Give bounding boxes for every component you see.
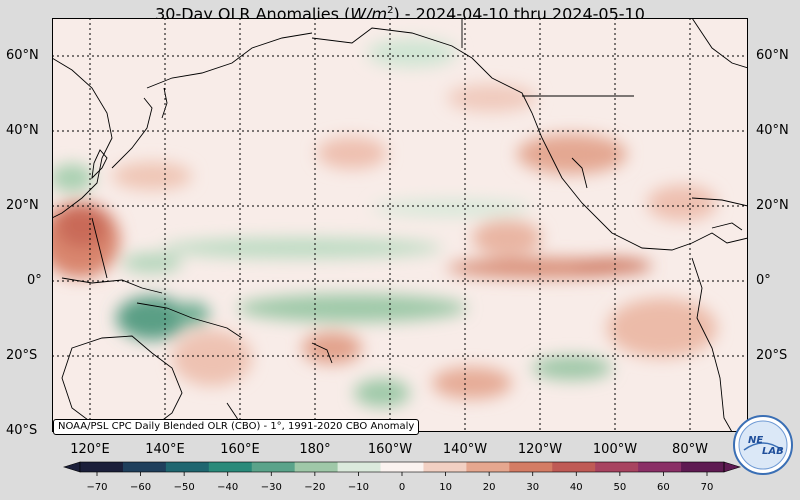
nelab-logo: NE LAB — [733, 415, 793, 475]
logo-text: NE — [748, 435, 763, 446]
colorbar-bin — [294, 462, 339, 472]
colorbar-tick-label: 30 — [526, 482, 539, 493]
lat-label-right: 0° — [756, 273, 771, 288]
colorbar-tick-label: 10 — [439, 482, 452, 493]
colorbar-bin — [423, 462, 467, 472]
lat-label-left: 60°N — [6, 48, 39, 63]
colorbar-tick-label: −50 — [174, 482, 195, 493]
lat-label-right: 20°S — [756, 348, 788, 363]
colorbar-tick-label: 70 — [701, 482, 714, 493]
colorbar-bin — [595, 462, 639, 472]
colorbar-bin — [208, 462, 253, 472]
colorbar-bin — [466, 462, 510, 472]
lon-label: 160°E — [220, 442, 260, 457]
colorbar-tick-label: −60 — [130, 482, 151, 493]
lon-label: 100°W — [592, 442, 638, 457]
colorbar-bin — [681, 462, 725, 472]
colorbar-tick-label: −70 — [86, 482, 107, 493]
colorbar-tick-label: −40 — [217, 482, 238, 493]
colorbar-tick-label: 0 — [399, 482, 405, 493]
colorbar-tick-label: 60 — [657, 482, 670, 493]
colorbar-tick-label: −10 — [348, 482, 369, 493]
colorbar-tick-label: −20 — [304, 482, 325, 493]
olr-anomaly-map — [52, 18, 748, 432]
lat-label-left: 20°N — [6, 198, 39, 213]
lon-label: 180° — [299, 442, 331, 457]
lon-label: 160°W — [367, 442, 413, 457]
lon-label: 120°E — [70, 442, 110, 457]
colorbar-bin — [251, 462, 296, 472]
logo-text: LAB — [762, 446, 784, 457]
colorbar-arrow-low — [62, 461, 81, 473]
colorbar-bin — [552, 462, 596, 472]
lat-label-right: 40°N — [756, 123, 789, 138]
colorbar-bin — [80, 462, 124, 472]
lon-label: 120°W — [517, 442, 563, 457]
colorbar-tick-label: 40 — [570, 482, 583, 493]
colorbar-bin — [337, 462, 382, 472]
colorbar-bin — [638, 462, 682, 472]
data-source-note: NOAA/PSL CPC Daily Blended OLR (CBO) - 1… — [53, 419, 420, 435]
lat-label-right: 60°N — [756, 48, 789, 63]
colorbar-bin — [509, 462, 553, 472]
coastlines — [52, 18, 748, 432]
colorbar-tick-label: 20 — [483, 482, 496, 493]
map-background — [52, 18, 748, 432]
lon-label: 80°W — [672, 442, 708, 457]
lon-label: 140°E — [145, 442, 185, 457]
lat-label-right: 20°N — [756, 198, 789, 213]
lat-label-left: 20°S — [6, 348, 38, 363]
graticule — [52, 18, 748, 432]
lat-label-left: 40°N — [6, 123, 39, 138]
colorbar-tick-label: 50 — [613, 482, 626, 493]
lat-label-left: 0° — [27, 273, 42, 288]
colorbar-bin — [165, 462, 210, 472]
colorbar-bin — [380, 462, 424, 472]
lon-label: 140°W — [442, 442, 488, 457]
colorbar-bin — [122, 462, 167, 472]
lat-label-left: 40°S — [6, 423, 38, 438]
colorbar-tick-label: −30 — [261, 482, 282, 493]
colorbar: −70 −60 −50 −40 −30 −20 −10 0 10 20 30 40 50 60 70 — [62, 461, 742, 493]
